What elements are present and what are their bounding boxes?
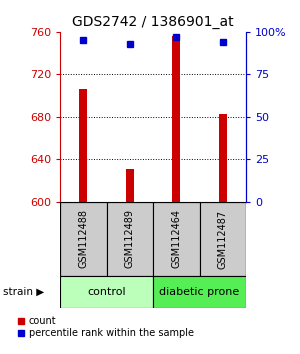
Bar (60, 276, 153, 308)
Bar (60, 202, 106, 276)
Title: GDS2742 / 1386901_at: GDS2742 / 1386901_at (72, 16, 234, 29)
Text: GSM112464: GSM112464 (171, 210, 181, 268)
Bar (126, 169, 134, 202)
Text: diabetic prone: diabetic prone (159, 287, 240, 297)
Bar (153, 202, 200, 276)
Text: GSM112488: GSM112488 (78, 210, 88, 268)
Text: GSM112489: GSM112489 (125, 210, 135, 268)
Text: strain ▶: strain ▶ (3, 287, 44, 297)
Bar (200, 202, 246, 276)
Legend: count, percentile rank within the sample: count, percentile rank within the sample (17, 316, 194, 338)
Text: GSM112487: GSM112487 (218, 209, 228, 269)
Bar (219, 114, 227, 202)
Text: control: control (87, 287, 126, 297)
Bar (172, 36, 180, 202)
Bar (106, 202, 153, 276)
Bar (153, 276, 246, 308)
Bar (79, 89, 87, 202)
